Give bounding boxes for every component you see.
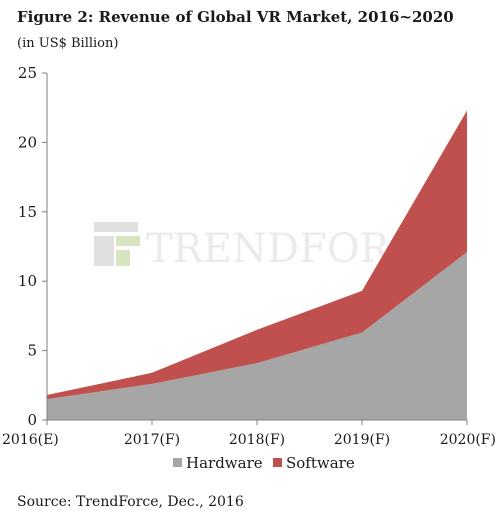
watermark-logo-stem [94, 236, 114, 266]
legend-swatch-hardware [173, 458, 182, 467]
y-tick-label: 5 [27, 342, 37, 360]
x-tick-label: 2020(F) [440, 432, 496, 448]
y-tick-label: 25 [18, 64, 37, 82]
legend-swatch-software [273, 458, 282, 467]
series-area-hardware [47, 252, 467, 420]
source-note: Source: TrendForce, Dec., 2016 [17, 494, 244, 510]
watermark-logo-block-green [116, 250, 130, 266]
series-area-software [47, 110, 467, 400]
legend-label-hardware: Hardware [186, 454, 263, 472]
chart-title: Figure 2: Revenue of Global VR Market, 2… [17, 8, 454, 26]
chart-subtitle: (in US$ Billion) [17, 36, 119, 51]
y-tick-label: 10 [18, 272, 37, 290]
plot-layer [47, 110, 467, 420]
y-tick-label: 15 [18, 203, 37, 221]
y-tick-label: 0 [27, 411, 37, 429]
watermark-logo-bar-green [116, 236, 140, 246]
x-tick-label: 2019(F) [334, 432, 390, 448]
x-tick-label: 2018(F) [229, 432, 285, 448]
legend-label-software: Software [286, 454, 355, 472]
x-tick-label: 2016(E) [2, 432, 59, 448]
x-tick-label: 2017(F) [124, 432, 180, 448]
legend: Hardware Software [173, 454, 355, 472]
watermark-logo-bar-top [94, 222, 138, 232]
y-tick-label: 20 [18, 133, 37, 151]
axes-layer: 0 5 10 15 20 25 2016(E) 2017(F) 2018(F) 2019(F) 20… [2, 64, 496, 448]
